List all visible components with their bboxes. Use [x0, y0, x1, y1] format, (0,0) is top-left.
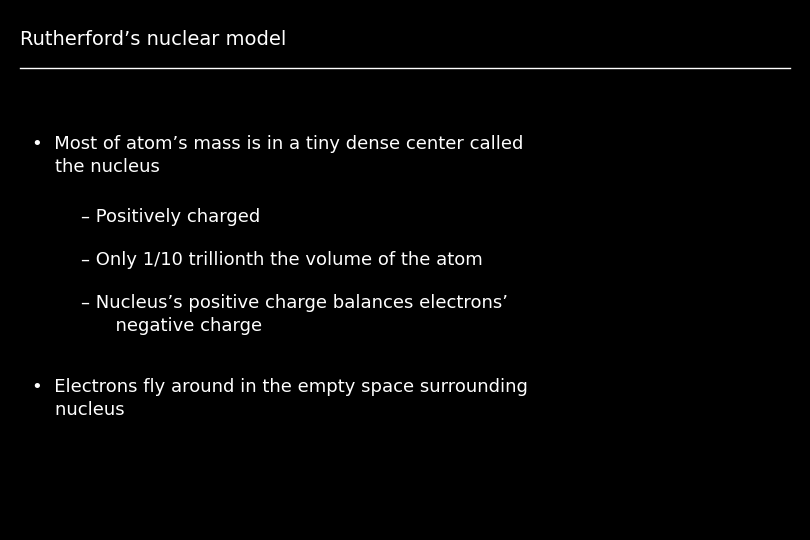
- Text: •  Electrons fly around in the empty space surrounding
    nucleus: • Electrons fly around in the empty spac…: [32, 378, 528, 419]
- Text: Rutherford’s nuclear model: Rutherford’s nuclear model: [20, 30, 287, 49]
- Text: – Only 1/10 trillionth the volume of the atom: – Only 1/10 trillionth the volume of the…: [81, 251, 483, 269]
- Text: – Nucleus’s positive charge balances electrons’
      negative charge: – Nucleus’s positive charge balances ele…: [81, 294, 508, 335]
- Text: •  Most of atom’s mass is in a tiny dense center called
    the nucleus: • Most of atom’s mass is in a tiny dense…: [32, 135, 524, 176]
- Text: – Positively charged: – Positively charged: [81, 208, 260, 226]
